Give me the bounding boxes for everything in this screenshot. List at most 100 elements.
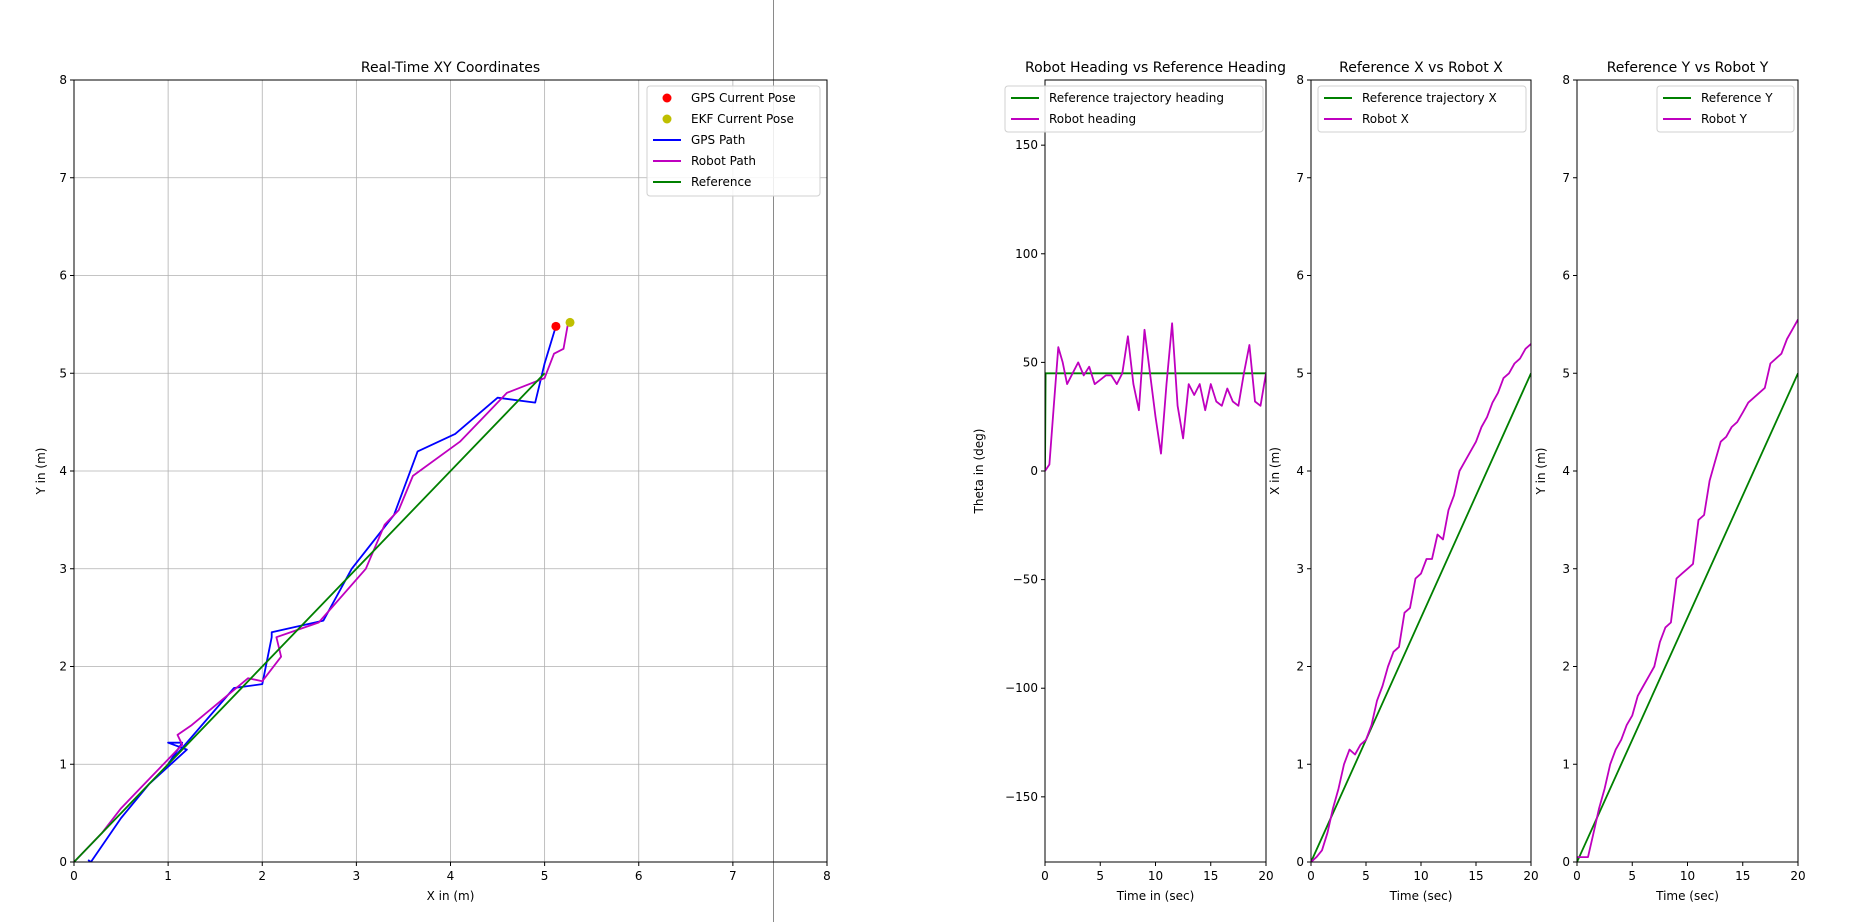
x-tick-label: 5 bbox=[1628, 869, 1636, 883]
y-tick-label: 100 bbox=[1015, 247, 1038, 261]
y-tick-label: −50 bbox=[1013, 573, 1038, 587]
legend-label: EKF Current Pose bbox=[691, 112, 794, 126]
legend-box bbox=[1317, 85, 1527, 133]
series-group bbox=[1311, 343, 1531, 862]
point-ekf-current-pose bbox=[565, 317, 575, 327]
legend-label: Robot X bbox=[1362, 112, 1409, 126]
x-tick-label: 4 bbox=[447, 869, 455, 883]
x-tick-label: 2 bbox=[258, 869, 266, 883]
x-tick-label: 10 bbox=[1413, 869, 1428, 883]
axes-frame bbox=[1310, 79, 1532, 863]
x-tick-label: 20 bbox=[1523, 869, 1538, 883]
x-tick-label: 5 bbox=[541, 869, 549, 883]
legend-box bbox=[1004, 85, 1264, 133]
legend-marker bbox=[662, 93, 672, 103]
series-group bbox=[1045, 322, 1266, 472]
x-tick-label: 20 bbox=[1790, 869, 1805, 883]
y-tick-label: 1 bbox=[1296, 757, 1304, 771]
legend-label: Reference trajectory heading bbox=[1049, 91, 1224, 105]
x-axis-label: Time (sec) bbox=[1655, 889, 1719, 903]
x-tick-label: 0 bbox=[1307, 869, 1315, 883]
x-tick-label: 0 bbox=[1573, 869, 1581, 883]
y-tick-label: 2 bbox=[1562, 660, 1570, 674]
y-tick-label: 6 bbox=[1562, 269, 1570, 283]
legend: Reference trajectory heading Robot headin… bbox=[1004, 85, 1264, 133]
y-tick-label: 2 bbox=[1296, 660, 1304, 674]
chart-title: Reference Y vs Robot Y bbox=[1607, 60, 1769, 76]
axes-frame bbox=[1576, 79, 1799, 863]
y-tick-label: 7 bbox=[59, 171, 67, 185]
legend-label: Reference trajectory X bbox=[1362, 91, 1497, 105]
y-tick-label: 3 bbox=[1296, 562, 1304, 576]
legend-box bbox=[1656, 85, 1795, 133]
y-tick-label: 0 bbox=[1030, 464, 1038, 478]
x-axis-label: X in (m) bbox=[427, 889, 475, 903]
series-line-reference-trajectory-x bbox=[1311, 372, 1531, 862]
y-tick-label: 50 bbox=[1023, 355, 1038, 369]
series-line-robot-x bbox=[1311, 343, 1531, 862]
legend: GPS Current Pose EKF Current Pose GPS Path… bbox=[646, 85, 821, 197]
x-tick-label: 15 bbox=[1203, 869, 1218, 883]
legend-box bbox=[646, 85, 821, 197]
y-tick-label: −100 bbox=[1005, 681, 1038, 695]
y-tick-label: 2 bbox=[59, 660, 67, 674]
axes-frame bbox=[1044, 79, 1267, 863]
chart-panel-0: 0 1 2 3 4 5 6 7 8 0 1 2 3 4 5 6 7 8 Real-Time XY Coordinat… bbox=[34, 60, 831, 903]
x-tick-label: 5 bbox=[1096, 869, 1104, 883]
series-line-reference bbox=[74, 372, 546, 862]
y-tick-label: 8 bbox=[1562, 73, 1570, 87]
x-tick-label: 15 bbox=[1735, 869, 1750, 883]
legend: Reference Y Robot Y bbox=[1656, 85, 1795, 133]
y-tick-label: 150 bbox=[1015, 138, 1038, 152]
chart-panel-1: 0 5 10 15 20 −150 −100 −50 0 50 100 150 Robot Headin… bbox=[972, 60, 1286, 903]
x-tick-label: 7 bbox=[729, 869, 737, 883]
y-tick-label: 8 bbox=[1296, 73, 1304, 87]
y-axis-label: Y in (m) bbox=[1534, 448, 1548, 496]
series-line-robot-y bbox=[1577, 319, 1798, 858]
y-tick-label: 0 bbox=[59, 855, 67, 869]
y-tick-label: 8 bbox=[59, 73, 67, 87]
legend-label: GPS Current Pose bbox=[691, 91, 796, 105]
x-tick-label: 0 bbox=[70, 869, 78, 883]
y-tick-label: 5 bbox=[1562, 366, 1570, 380]
y-tick-label: 7 bbox=[1562, 171, 1570, 185]
x-axis-label: Time (sec) bbox=[1389, 889, 1453, 903]
series-group bbox=[1577, 319, 1798, 862]
legend-label: Robot heading bbox=[1049, 112, 1136, 126]
y-tick-label: 0 bbox=[1562, 855, 1570, 869]
x-tick-label: 10 bbox=[1148, 869, 1163, 883]
legend-label: Reference Y bbox=[1701, 91, 1773, 105]
x-tick-label: 10 bbox=[1680, 869, 1695, 883]
x-tick-label: 5 bbox=[1362, 869, 1370, 883]
series-line-robot-path bbox=[74, 322, 570, 862]
x-tick-label: 3 bbox=[353, 869, 361, 883]
chart-title: Real-Time XY Coordinates bbox=[361, 60, 540, 76]
series-line-robot-heading bbox=[1045, 322, 1266, 472]
chart-panel-3: 0 5 10 15 20 0 1 2 3 4 5 6 7 8 Reference Y vs Robot Y T… bbox=[1534, 60, 1806, 903]
series-line-reference-y bbox=[1577, 372, 1798, 862]
x-tick-label: 0 bbox=[1041, 869, 1049, 883]
x-tick-label: 15 bbox=[1468, 869, 1483, 883]
y-tick-label: 5 bbox=[59, 366, 67, 380]
y-axis-label: X in (m) bbox=[1268, 447, 1282, 495]
y-tick-label: 3 bbox=[1562, 562, 1570, 576]
y-axis-label: Y in (m) bbox=[34, 448, 48, 496]
y-tick-label: 1 bbox=[59, 757, 67, 771]
legend: Reference trajectory X Robot X bbox=[1317, 85, 1527, 133]
x-tick-label: 1 bbox=[164, 869, 172, 883]
point-gps-current-pose bbox=[551, 321, 561, 331]
y-tick-label: 1 bbox=[1562, 757, 1570, 771]
y-tick-label: 5 bbox=[1296, 366, 1304, 380]
y-tick-label: 4 bbox=[1296, 464, 1304, 478]
y-tick-label: 0 bbox=[1296, 855, 1304, 869]
x-tick-label: 8 bbox=[823, 869, 831, 883]
series-group bbox=[74, 322, 570, 862]
y-tick-label: 7 bbox=[1296, 171, 1304, 185]
x-axis-label: Time in (sec) bbox=[1116, 889, 1195, 903]
y-tick-label: 6 bbox=[59, 269, 67, 283]
y-tick-label: 4 bbox=[59, 464, 67, 478]
series-line-gps-path bbox=[87, 326, 557, 862]
y-tick-label: 4 bbox=[1562, 464, 1570, 478]
legend-label: GPS Path bbox=[691, 133, 745, 147]
